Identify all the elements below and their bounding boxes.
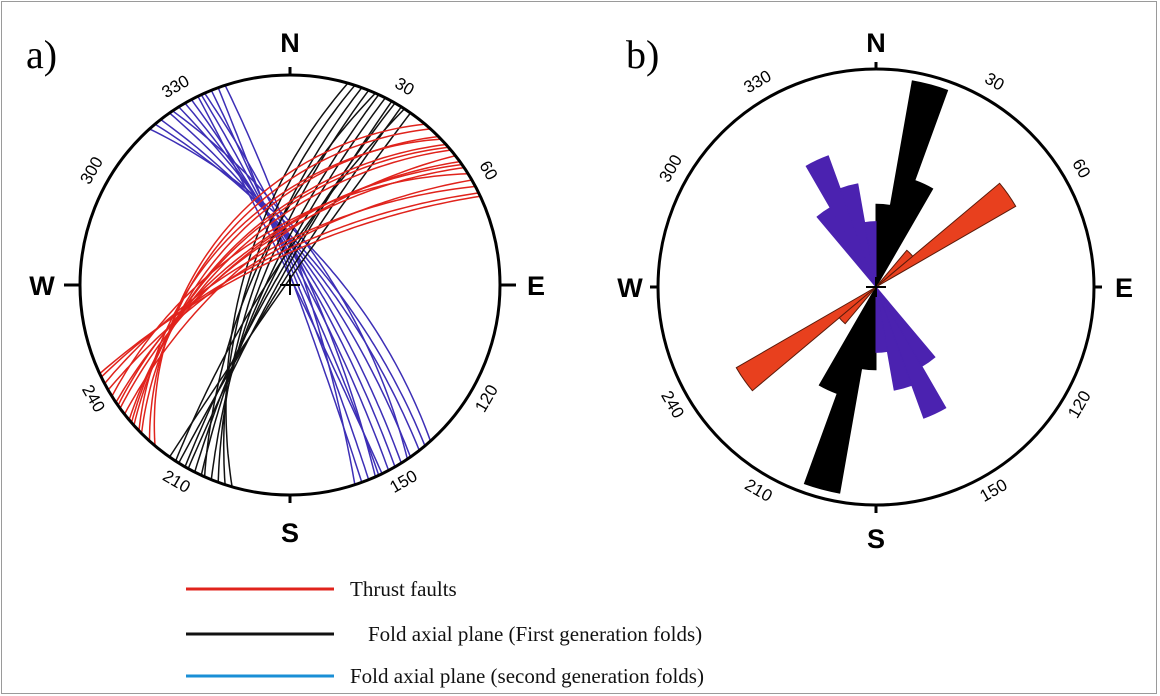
thrust-fault-great-circle (115, 166, 465, 403)
first-gen-axial-plane-great-circle (225, 82, 349, 488)
east-label-b: E (1115, 273, 1133, 303)
panel-a-degree-label-120: 120 (471, 381, 502, 415)
rose-petal-red (875, 249, 914, 288)
east-label-a: E (527, 271, 545, 301)
rose-petal-purple (875, 286, 913, 391)
legend-label-thrust-faults: Thrust faults (350, 577, 457, 601)
second-gen-axial-plane-great-circle (224, 84, 356, 485)
panel-b-label: b) (626, 32, 659, 77)
panel-b-degree-label-60: 60 (1068, 156, 1094, 182)
rose-petals-group (735, 80, 1017, 494)
rose-petal-purple (875, 286, 947, 419)
second-gen-axial-plane-great-circle (149, 128, 432, 442)
rose-petal-purple (864, 221, 877, 288)
panel-b-degree-label-300: 300 (655, 151, 686, 185)
panel-a-degree-label-150: 150 (386, 466, 420, 497)
rose-petal-purple (805, 155, 877, 288)
first-gen-axial-plane-great-circle (203, 92, 376, 477)
thrust-fault-great-circle (100, 192, 479, 378)
rose-petal-purple (875, 286, 888, 353)
great-circles-group (99, 82, 481, 488)
rose-petal-purple (839, 183, 877, 288)
panel-a-degree-label-60: 60 (475, 158, 501, 184)
legend-label-first-generation: Fold axial plane (First generation folds… (368, 622, 702, 646)
panel-b-degree-label-330: 330 (740, 66, 774, 97)
panel-b-degree-label-30: 30 (982, 69, 1008, 95)
south-label-b: S (867, 524, 885, 554)
rose-petal-purple (816, 207, 877, 288)
rose-petal-black (861, 286, 877, 371)
second-gen-axial-plane-great-circle (169, 112, 412, 458)
thrust-fault-great-circle (111, 172, 469, 397)
panel-b-degree-label-120: 120 (1064, 387, 1095, 421)
second-gen-axial-plane-great-circle (203, 92, 377, 477)
rose-petal-black (803, 286, 877, 494)
rose-petal-red (838, 286, 877, 325)
rose-diagram-panel-b: b) N S W E 330 30 300 60 240 120 210 150 (617, 28, 1133, 554)
rose-petal-purple (875, 286, 936, 367)
rose-petal-black (875, 80, 949, 288)
panel-b-degree-label-240: 240 (657, 387, 688, 421)
panel-b-degree-label-210: 210 (741, 475, 775, 506)
thrust-fault-great-circle (153, 123, 426, 446)
north-label-a: N (280, 28, 300, 58)
panel-a-degree-label-30: 30 (392, 74, 418, 100)
legend: Thrust faults Fold axial plane (First ge… (186, 577, 704, 688)
panel-b-degree-label-150: 150 (976, 475, 1010, 506)
north-label-b: N (866, 28, 886, 58)
rose-petal-black (818, 286, 877, 395)
thrust-fault-great-circle (104, 185, 476, 385)
panel-a-degree-label-240: 240 (78, 381, 109, 415)
second-gen-axial-plane-great-circle (197, 95, 383, 475)
west-label-a: W (29, 271, 55, 301)
legend-label-second-generation: Fold axial plane (second generation fold… (350, 664, 704, 688)
second-gen-axial-plane-great-circle (154, 123, 426, 447)
second-gen-axial-plane-great-circle (200, 94, 380, 476)
rose-petal-red (735, 286, 877, 392)
rose-petal-black (875, 179, 934, 288)
second-gen-axial-plane-great-circle (210, 89, 370, 480)
panel-a-degree-label-300: 300 (76, 153, 107, 187)
thrust-fault-great-circle (130, 146, 449, 423)
rose-petal-black (875, 203, 891, 288)
panel-a-degree-label-210: 210 (159, 466, 193, 497)
panel-a-label: a) (26, 32, 57, 77)
first-gen-axial-plane-great-circle (187, 100, 393, 469)
first-gen-axial-plane-great-circle (178, 106, 402, 464)
second-gen-axial-plane-great-circle (172, 110, 409, 460)
west-label-b: W (617, 273, 643, 303)
first-gen-axial-plane-great-circle (210, 89, 370, 480)
panel-a-degree-label-330: 330 (158, 71, 192, 102)
stereonet-panel-a: a) N S W E 330 30 300 60 240 120 210 150 (26, 28, 545, 548)
rose-petal-red (875, 182, 1017, 288)
south-label-a: S (281, 518, 299, 548)
